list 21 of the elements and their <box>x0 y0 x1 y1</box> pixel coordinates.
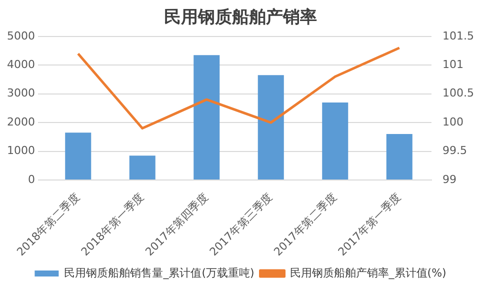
y-tick-label: 5000 <box>6 29 35 42</box>
bar <box>386 134 412 180</box>
bar <box>322 102 348 180</box>
y-tick-label: 3000 <box>6 86 35 100</box>
y2-tick-label: 100 <box>442 115 464 128</box>
legend-label: 民用钢质船舶产销率_累计值(%) <box>290 266 446 280</box>
chart-title: 民用钢质船舶产销率 <box>164 8 317 28</box>
bar <box>258 75 284 180</box>
bar <box>194 55 220 180</box>
bar <box>129 156 156 180</box>
legend-label: 民用钢质船舶销售量_累计值(万载重吨) <box>64 266 254 280</box>
y2-tick-label: 101 <box>442 58 464 71</box>
y2-tick-label: 101.5 <box>442 29 474 42</box>
y-tick-label: 2000 <box>6 115 35 128</box>
y2-tick-label: 100.5 <box>442 86 474 100</box>
y-tick-label: 4000 <box>6 58 35 71</box>
bar <box>65 132 92 180</box>
y2-tick-label: 99.5 <box>442 144 468 158</box>
y2-tick-label: 99 <box>442 172 457 186</box>
y-tick-label: 0 <box>28 172 35 186</box>
y-tick-label: 1000 <box>6 144 35 158</box>
